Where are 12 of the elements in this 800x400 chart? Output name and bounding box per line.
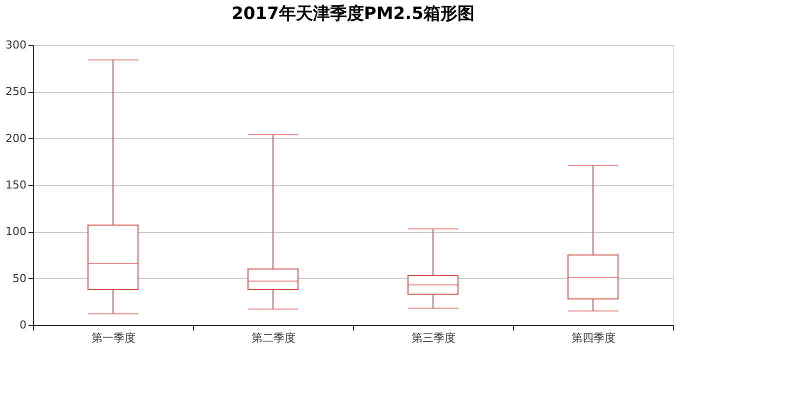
y-tick-label: 0 bbox=[20, 318, 26, 332]
x-tick-label: 第四季度 bbox=[572, 332, 616, 344]
y-tick-label: 150 bbox=[6, 178, 26, 192]
x-tick-label: 第二季度 bbox=[252, 332, 296, 344]
y-tick-label: 200 bbox=[6, 132, 26, 145]
x-tick-label: 第一季度 bbox=[92, 332, 136, 344]
y-tick-label: 250 bbox=[6, 85, 26, 98]
x-tick-label: 第三季度 bbox=[412, 332, 456, 344]
y-tick-label: 100 bbox=[6, 225, 26, 238]
y-tick-label: 50 bbox=[12, 272, 26, 285]
y-tick-label: 300 bbox=[6, 38, 26, 52]
chart-title: 2017年天津季度PM2.5箱形图 bbox=[232, 4, 474, 24]
